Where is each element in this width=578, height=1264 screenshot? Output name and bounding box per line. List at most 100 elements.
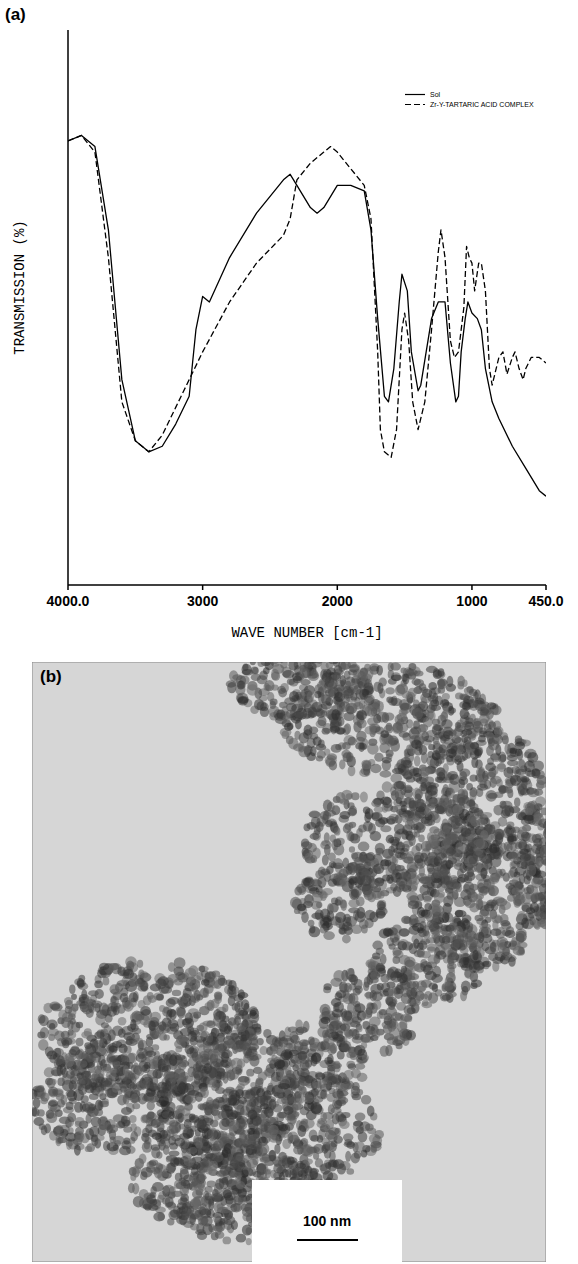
x-axis-title: WAVE NUMBER [cm-1] (231, 625, 382, 641)
particle (263, 667, 270, 674)
particle (420, 782, 426, 791)
particle (420, 994, 428, 1000)
particle (431, 974, 443, 983)
particle (271, 669, 279, 680)
legend-label: Sol (430, 91, 441, 98)
particle (364, 859, 370, 867)
particle (494, 853, 502, 860)
particle (473, 721, 484, 733)
particle (406, 892, 418, 901)
particle (447, 788, 455, 799)
particle (358, 825, 366, 833)
particle (367, 717, 378, 725)
particle (349, 665, 360, 673)
particle (322, 728, 330, 735)
particle (340, 811, 351, 819)
particle (447, 963, 457, 970)
particle (465, 899, 476, 908)
particle (443, 705, 449, 714)
particle (294, 700, 305, 706)
particle (409, 943, 418, 954)
particle (536, 770, 545, 779)
particle (467, 815, 475, 822)
particle (341, 750, 351, 758)
particle (416, 806, 425, 812)
particle (360, 743, 367, 750)
particle (385, 860, 392, 867)
particle (412, 923, 424, 931)
particle (312, 702, 323, 713)
particle (344, 689, 354, 699)
particle (299, 667, 309, 679)
particle (491, 776, 502, 784)
figure: (a)4000.0300020001000450.0WAVE NUMBER [c… (0, 0, 578, 1264)
particle (325, 758, 335, 768)
particle (399, 881, 406, 890)
particle (445, 887, 453, 893)
particle (407, 873, 417, 885)
particle (457, 877, 465, 883)
particle (267, 692, 274, 702)
particle (304, 823, 311, 831)
particle (402, 673, 409, 684)
particle (380, 730, 389, 738)
particle (408, 688, 417, 698)
particle (334, 827, 341, 835)
particle (488, 953, 498, 962)
particle (447, 743, 458, 754)
particle (399, 731, 410, 737)
particle (233, 680, 240, 686)
particle (449, 774, 459, 785)
particle (277, 686, 286, 694)
legend-label: Zr-Y-TARTARIC ACID COMPLEX (430, 101, 534, 108)
particle (380, 770, 392, 777)
particle (465, 866, 477, 872)
particle (379, 678, 387, 687)
particle (480, 905, 490, 917)
particle (392, 768, 404, 774)
particle (477, 707, 489, 715)
particle (421, 697, 427, 707)
particle (363, 806, 370, 814)
particle (458, 797, 465, 806)
particle (298, 746, 309, 757)
particle (308, 670, 320, 681)
particle (331, 744, 342, 753)
particle (476, 837, 484, 848)
particle (322, 855, 329, 866)
particle (433, 670, 442, 679)
particle (491, 873, 500, 881)
particle (434, 892, 445, 903)
particle (404, 917, 413, 924)
particle (462, 702, 471, 710)
particle (318, 716, 327, 726)
particle (521, 776, 530, 782)
particle (455, 722, 461, 728)
particle (459, 694, 468, 701)
particle (380, 797, 391, 806)
particle (452, 805, 462, 815)
particle (387, 818, 395, 825)
particle (506, 821, 514, 828)
particle (334, 692, 345, 702)
particle (478, 735, 486, 743)
particle (423, 896, 431, 903)
particle (378, 817, 388, 825)
particle (508, 836, 517, 843)
particle (342, 742, 351, 750)
particle (431, 705, 442, 711)
particle (481, 812, 492, 818)
particle (343, 824, 351, 833)
panel-label: (a) (5, 5, 26, 24)
particle (449, 816, 461, 822)
x-tick-label: 4000.0 (47, 593, 90, 609)
particle (464, 722, 474, 731)
particle (442, 818, 449, 829)
particle (432, 724, 442, 736)
particle (437, 753, 449, 759)
particle (469, 857, 477, 864)
particle (308, 710, 315, 718)
particle (307, 691, 315, 703)
particle (313, 737, 322, 746)
particle (425, 877, 432, 885)
